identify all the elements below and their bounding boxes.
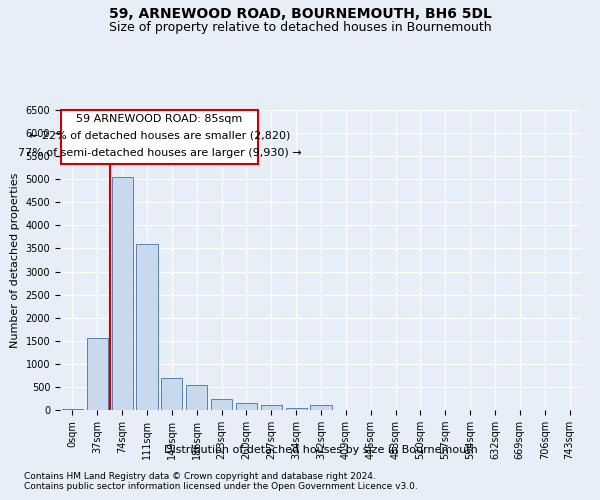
Text: Contains HM Land Registry data © Crown copyright and database right 2024.: Contains HM Land Registry data © Crown c… xyxy=(24,472,376,481)
Y-axis label: Number of detached properties: Number of detached properties xyxy=(10,172,20,348)
FancyBboxPatch shape xyxy=(61,110,257,164)
Bar xyxy=(310,406,332,410)
Bar xyxy=(62,408,83,410)
Text: ← 22% of detached houses are smaller (2,820): ← 22% of detached houses are smaller (2,… xyxy=(29,131,290,141)
Text: Size of property relative to detached houses in Bournemouth: Size of property relative to detached ho… xyxy=(109,21,491,34)
Text: 77% of semi-detached houses are larger (9,930) →: 77% of semi-detached houses are larger (… xyxy=(17,148,301,158)
Bar xyxy=(112,177,133,410)
Bar xyxy=(87,338,108,410)
Bar xyxy=(161,378,182,410)
Text: Distribution of detached houses by size in Bournemouth: Distribution of detached houses by size … xyxy=(164,445,478,455)
Bar xyxy=(261,406,282,410)
Text: 59 ARNEWOOD ROAD: 85sqm: 59 ARNEWOOD ROAD: 85sqm xyxy=(76,114,242,124)
Bar xyxy=(136,244,158,410)
Bar xyxy=(286,408,307,410)
Text: 59, ARNEWOOD ROAD, BOURNEMOUTH, BH6 5DL: 59, ARNEWOOD ROAD, BOURNEMOUTH, BH6 5DL xyxy=(109,8,491,22)
Text: Contains public sector information licensed under the Open Government Licence v3: Contains public sector information licen… xyxy=(24,482,418,491)
Bar xyxy=(211,400,232,410)
Bar xyxy=(236,403,257,410)
Bar xyxy=(186,384,207,410)
